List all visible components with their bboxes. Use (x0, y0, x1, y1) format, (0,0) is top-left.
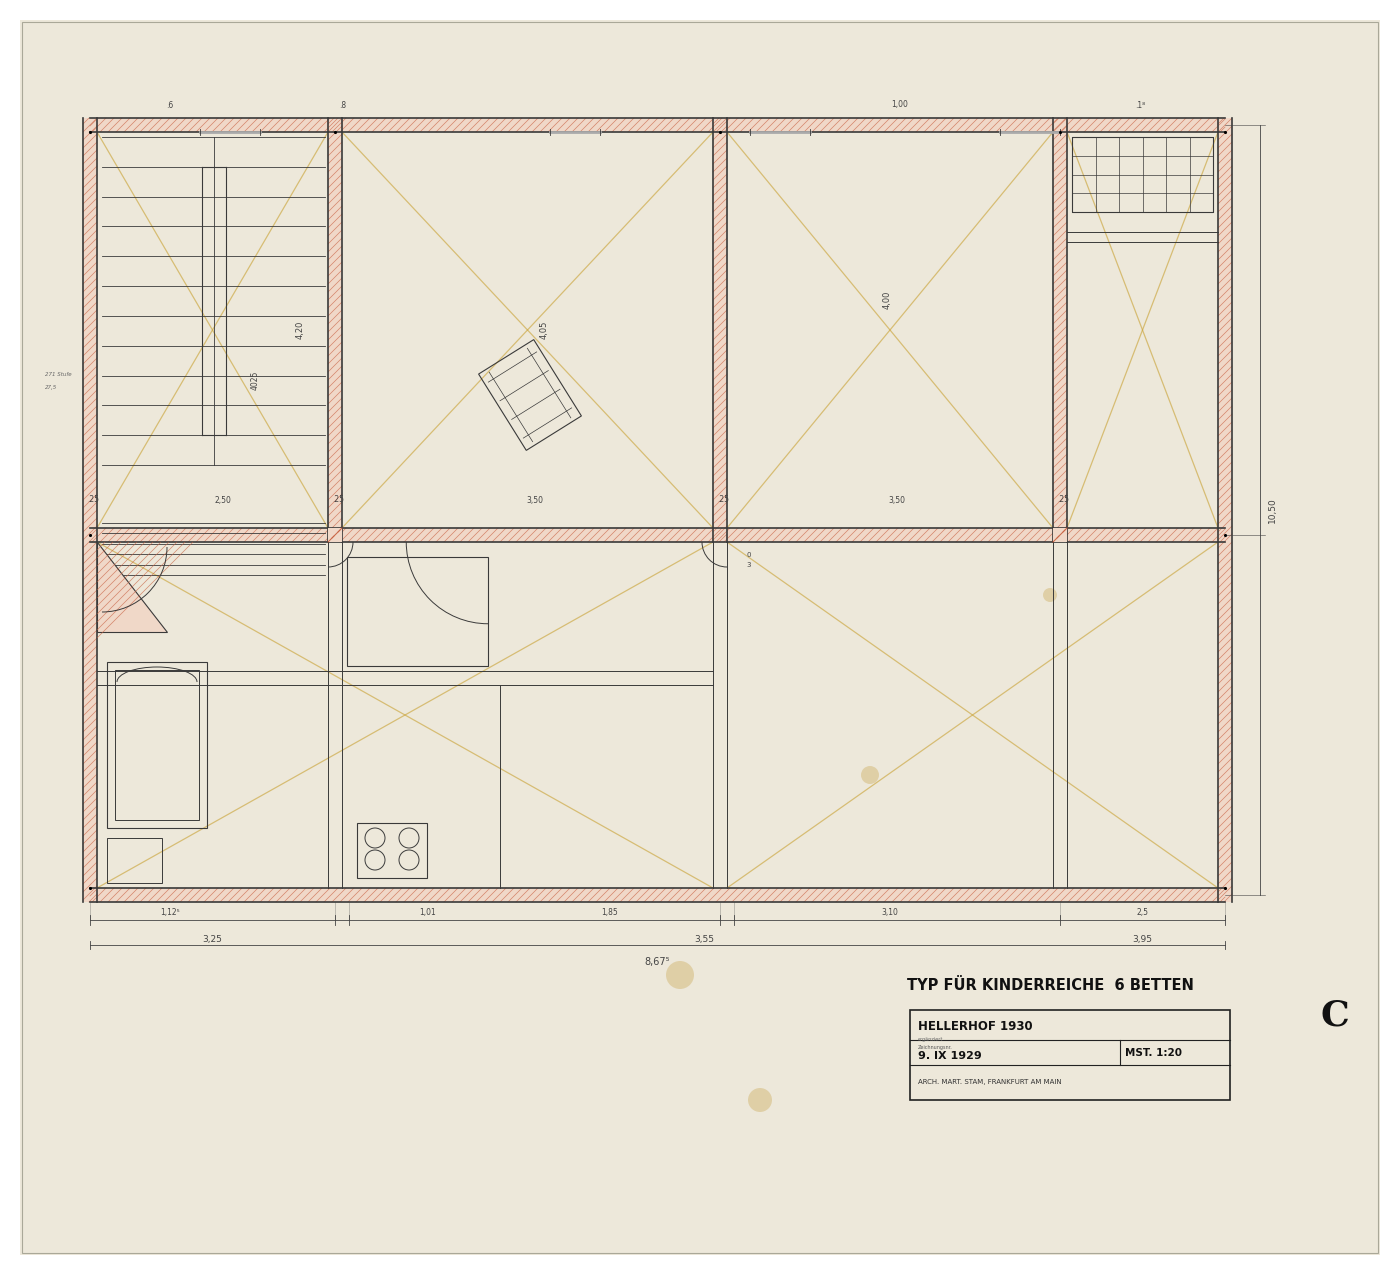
Text: .25: .25 (332, 496, 344, 505)
Circle shape (748, 1088, 771, 1112)
Text: HELLERHOF 1930: HELLERHOF 1930 (918, 1020, 1033, 1034)
Bar (347, 557, 489, 666)
Circle shape (861, 766, 879, 784)
Text: 8,67⁵: 8,67⁵ (645, 958, 671, 966)
Bar (1053, 119, 1067, 542)
Bar (90, 528, 1225, 542)
Text: .6: .6 (167, 101, 174, 110)
Bar (357, 822, 427, 878)
Text: 2,50: 2,50 (214, 496, 231, 505)
Bar (328, 528, 342, 542)
Text: 3: 3 (746, 562, 752, 567)
Bar (90, 887, 1225, 901)
Circle shape (1043, 588, 1057, 602)
Text: TYP FÜR KINDERREICHE  6 BETTEN: TYP FÜR KINDERREICHE 6 BETTEN (907, 978, 1193, 992)
Text: ARCH. MART. STAM, FRANKFURT AM MAIN: ARCH. MART. STAM, FRANKFURT AM MAIN (918, 1079, 1061, 1085)
Bar (910, 1010, 1231, 1100)
Bar (106, 838, 162, 884)
Bar (1072, 136, 1212, 212)
Text: .1⁸: .1⁸ (1135, 101, 1145, 110)
Text: 1,12⁵: 1,12⁵ (160, 909, 179, 918)
Bar (328, 119, 342, 542)
Bar (1053, 528, 1067, 542)
Text: .25: .25 (717, 496, 729, 505)
Text: ergänziert: ergänziert (918, 1038, 944, 1043)
Text: 3,55: 3,55 (694, 935, 714, 943)
Bar (713, 119, 727, 542)
Text: 0: 0 (746, 552, 752, 558)
Text: MST. 1:20: MST. 1:20 (1126, 1048, 1182, 1058)
Text: 4,05: 4,05 (539, 321, 549, 339)
Text: 1,00: 1,00 (892, 101, 909, 110)
Bar (106, 662, 207, 827)
Text: 3,25: 3,25 (203, 935, 223, 943)
Bar (115, 669, 199, 820)
Circle shape (666, 961, 694, 989)
Text: 27,5: 27,5 (45, 385, 57, 389)
Text: 1,01: 1,01 (419, 909, 435, 918)
Text: .25: .25 (87, 496, 99, 505)
Polygon shape (97, 542, 167, 632)
Bar (1218, 119, 1232, 901)
Text: 3,10: 3,10 (882, 909, 899, 918)
Bar (90, 119, 1225, 133)
Text: 3,50: 3,50 (889, 496, 906, 505)
Text: 4,20: 4,20 (295, 321, 305, 339)
Text: 1,85: 1,85 (602, 909, 619, 918)
Text: 4025: 4025 (251, 370, 259, 390)
Text: 10,50: 10,50 (1268, 497, 1277, 523)
Text: 3,95: 3,95 (1133, 935, 1152, 943)
Text: 9. IX 1929: 9. IX 1929 (918, 1051, 981, 1061)
Text: 3,50: 3,50 (526, 496, 543, 505)
Text: 4,00: 4,00 (882, 291, 892, 310)
Text: 2,5: 2,5 (1137, 909, 1148, 918)
Bar (83, 119, 97, 901)
Text: .8: .8 (339, 101, 346, 110)
Text: .25: .25 (1057, 496, 1070, 505)
Text: 271 Stufe: 271 Stufe (45, 372, 71, 377)
Text: Zeichnungsnr.: Zeichnungsnr. (918, 1046, 953, 1051)
Text: C: C (1320, 998, 1350, 1031)
